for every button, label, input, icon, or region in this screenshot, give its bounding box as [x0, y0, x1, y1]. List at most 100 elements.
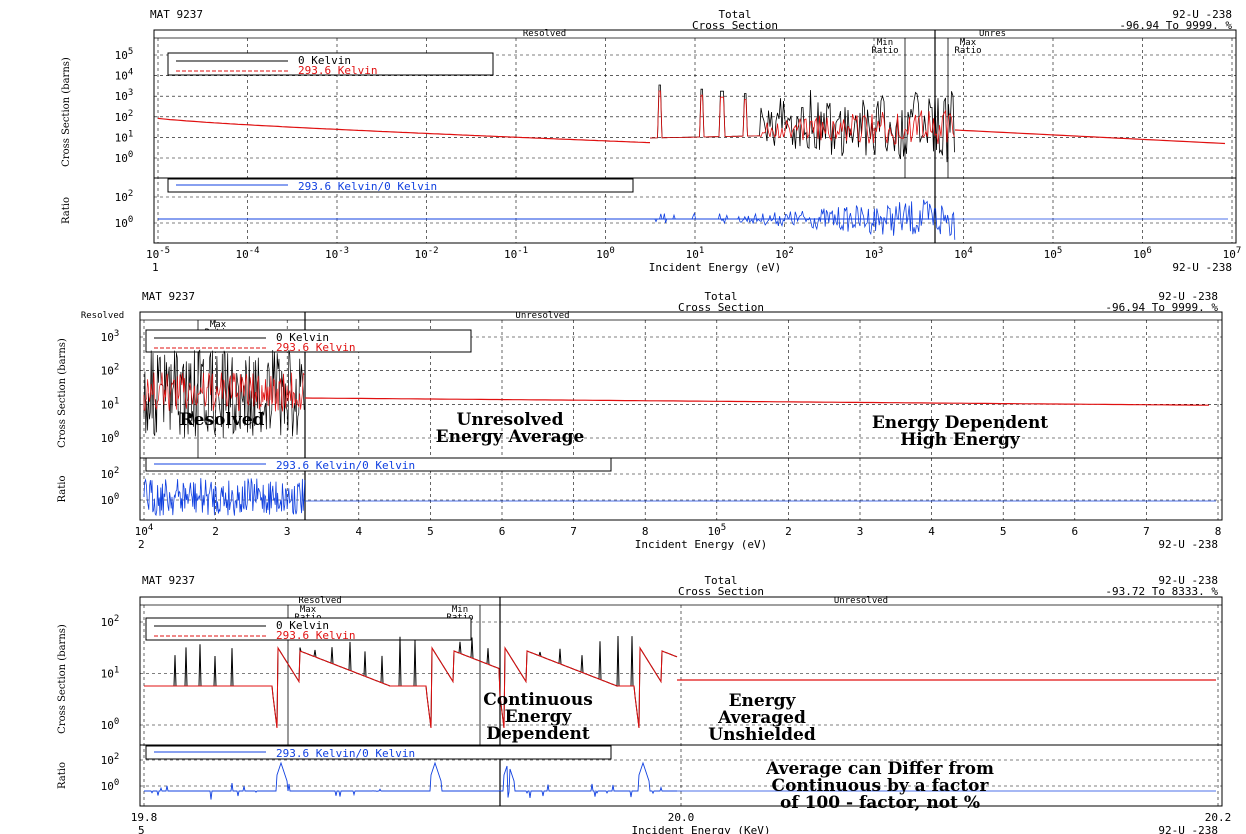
region-resolved-label: Resolved	[298, 596, 341, 606]
xtick-label: 4	[928, 525, 935, 538]
xtick-label: 101	[686, 246, 705, 261]
xaxis-left-note: 5	[138, 824, 145, 834]
xtick-label: 106	[1133, 246, 1152, 261]
series-0k	[144, 635, 678, 729]
xtick-label: 8	[1215, 525, 1222, 538]
legend-label-293k: 293.6 Kelvin	[276, 341, 355, 354]
max-ratio-label: Max	[960, 38, 977, 48]
xtick-label: 5	[1000, 525, 1007, 538]
xtick-label: 5	[427, 525, 434, 538]
legend-label-0k: 0 Kelvin	[276, 331, 329, 344]
xtick-label: 2	[785, 525, 792, 538]
series-293k	[143, 372, 305, 412]
header-subtitle: Cross Section	[678, 585, 764, 598]
series-293k-low	[157, 117, 651, 144]
xlabel: Incident Energy (KeV)	[631, 824, 770, 834]
xtick-label: 100	[596, 246, 615, 261]
series-293k-resonances	[650, 90, 955, 145]
annotation-text: Unshielded	[708, 725, 816, 745]
xtick-label: 3	[857, 525, 864, 538]
xaxis-left-note: 2	[138, 538, 145, 551]
legend-label-0k: 0 Kelvin	[276, 619, 329, 632]
xaxis-right-note: 92-U -238	[1158, 538, 1218, 551]
series-ratio	[143, 478, 306, 517]
ytick-label: 100	[115, 150, 134, 165]
header-subtitle: Cross Section	[678, 301, 764, 314]
header-title: Total	[718, 8, 751, 21]
xtick-label: 7	[1143, 525, 1150, 538]
ylabel-cross-section: Cross Section (barns)	[61, 57, 72, 167]
header-mat: MAT 9237	[142, 290, 195, 303]
header-range: -93.72 To 8333. %	[1105, 585, 1218, 598]
xtick-label: 8	[642, 525, 649, 538]
legend-box	[145, 329, 472, 353]
xtick-label: 2	[212, 525, 219, 538]
xtick-label: 102	[775, 246, 794, 261]
annotation-text: Continuous	[483, 690, 593, 710]
header-material: 92-U -238	[1172, 8, 1232, 21]
ytick-label-ratio: 100	[101, 778, 120, 793]
xtick-label: 4	[355, 525, 362, 538]
annotation-text: High Energy	[900, 430, 1021, 450]
annotation-text: Resolved	[180, 410, 265, 430]
xtick-label: 10-5	[146, 246, 170, 261]
ylabel-ratio: Ratio	[57, 762, 68, 789]
xtick-label: 10-2	[414, 246, 438, 261]
ytick-label: 102	[101, 363, 120, 378]
ytick-label: 101	[101, 396, 120, 411]
xtick-label: 20.2	[1205, 811, 1232, 824]
plot-frame	[139, 311, 1223, 521]
series-ratio	[650, 199, 956, 240]
header-range: -96.94 To 9999. %	[1119, 19, 1232, 32]
ytick-label-ratio: 102	[101, 752, 120, 767]
min-ratio-label: Min	[452, 605, 468, 615]
ytick-label: 100	[101, 430, 120, 445]
annotation-text: of 100 - factor, not %	[780, 793, 980, 813]
ytick-label: 102	[101, 614, 120, 629]
ytick-label-ratio: 100	[101, 492, 120, 507]
header-mat: MAT 9237	[142, 574, 195, 587]
xtick-label: 107	[1223, 246, 1242, 261]
ytick-label: 101	[115, 129, 134, 144]
series-293k-averaged	[304, 397, 1209, 406]
legend-label-293k: 293.6 Kelvin	[276, 629, 355, 642]
legend-label-0k: 0 Kelvin	[298, 54, 351, 67]
xtick-label: 6	[1071, 525, 1078, 538]
xaxis-right-note: 92-U -238	[1172, 261, 1232, 274]
legend-label-293k: 293.6 Kelvin	[298, 64, 377, 77]
xtick-label: 10-4	[235, 246, 259, 261]
ytick-label: 105	[115, 47, 134, 62]
ytick-label-ratio: 102	[115, 189, 134, 204]
series-0k	[143, 349, 305, 439]
max-ratio-label: Max	[300, 605, 317, 615]
ylabel-ratio: Ratio	[61, 197, 72, 224]
ratio-legend-box	[145, 745, 612, 760]
annotation-text: Energy Average	[436, 427, 585, 447]
ytick-label: 102	[115, 109, 134, 124]
annotation-text: Energy	[729, 691, 797, 711]
ytick-label: 103	[115, 88, 134, 103]
xtick-label: 104	[135, 523, 154, 538]
legend-label-ratio: 293.6 Kelvin/0 Kelvin	[276, 459, 415, 472]
xtick-label: 6	[499, 525, 506, 538]
xtick-label: 105	[707, 523, 726, 538]
region-unresolved-label: Unres	[979, 29, 1006, 39]
xaxis-left-note: 1	[152, 261, 159, 274]
annotation-text: Energy	[505, 707, 573, 727]
header-range: -96.94 To 9999. %	[1105, 301, 1218, 314]
ylabel-cross-section: Cross Section (barns)	[57, 338, 68, 448]
xlabel: Incident Energy (eV)	[649, 261, 781, 274]
region-resolved-label: Resolved	[523, 29, 566, 39]
header-material: 92-U -238	[1158, 290, 1218, 303]
header-subtitle: Cross Section	[692, 19, 778, 32]
xtick-label: 104	[954, 246, 973, 261]
header-mat: MAT 9237	[150, 8, 203, 21]
xtick-label: 103	[865, 246, 884, 261]
legend-label-ratio: 293.6 Kelvin/0 Kelvin	[298, 180, 437, 193]
min-ratio-label: Min	[877, 38, 893, 48]
region-unresolved-label: Unresolved	[515, 311, 569, 321]
xaxis-right-note: 92-U -238	[1158, 824, 1218, 834]
header-title: Total	[704, 574, 737, 587]
annotation-text: Averaged	[717, 708, 806, 728]
